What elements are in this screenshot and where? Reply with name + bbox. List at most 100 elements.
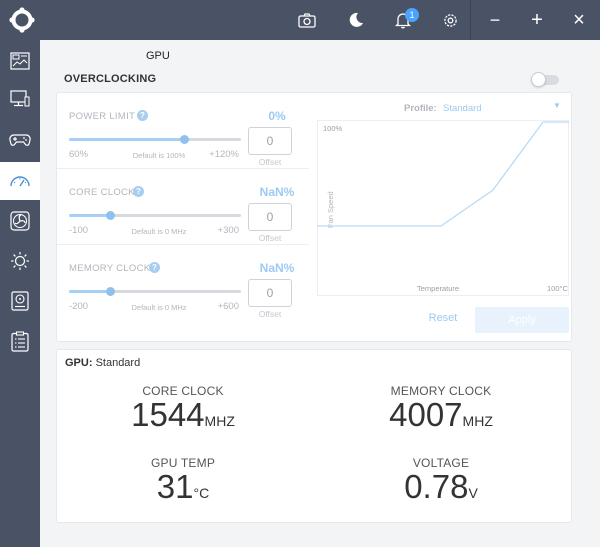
core-clock-control: CORE CLOCK ? NaN% -100 Default is 0 MHz … (57, 169, 309, 245)
slider-min: -200 (69, 301, 89, 312)
core-clock-value: NaN% (259, 185, 295, 199)
core-clock-label: CORE CLOCK (69, 187, 135, 198)
slider-fill (69, 138, 184, 141)
moon-icon (349, 12, 363, 27)
overclocking-toggle[interactable] (531, 72, 559, 87)
gpu-temp-stat: GPU TEMP 31°C (83, 456, 283, 504)
close-button[interactable]: × (573, 8, 585, 31)
camera-button[interactable] (287, 0, 327, 40)
stat-label: GPU TEMP (150, 456, 216, 470)
camera-icon (298, 12, 316, 28)
sidebar-item-report[interactable] (0, 322, 40, 360)
stat-value: 1544 (131, 396, 205, 433)
stat-unit: MHZ (462, 413, 493, 429)
stat-label: CORE CLOCK (142, 384, 224, 398)
stat-reading: 1544MHZ (83, 398, 283, 432)
night-mode-button[interactable] (336, 0, 376, 40)
slider-default: Default is 0 MHz (131, 303, 187, 312)
storage-icon (11, 291, 29, 311)
help-icon[interactable]: ? (149, 262, 160, 273)
speedometer-icon (10, 176, 30, 187)
memory-clock-stat: MEMORY CLOCK 4007MHZ (341, 384, 541, 432)
help-icon[interactable]: ? (133, 186, 144, 197)
gear-icon (443, 13, 457, 27)
help-icon[interactable]: ? (137, 110, 148, 121)
gamepad-icon (9, 134, 31, 146)
x-end-label: 100°C (547, 284, 569, 293)
apply-button[interactable]: Apply (475, 307, 569, 333)
offset-caption: Offset (258, 233, 282, 243)
slider-thumb[interactable] (106, 211, 115, 220)
toggle-knob (531, 72, 546, 87)
sidebar (0, 40, 40, 547)
stat-label: VOLTAGE (412, 456, 470, 470)
chevron-down-icon[interactable]: ▼ (553, 101, 561, 110)
memory-clock-slider[interactable] (69, 287, 241, 296)
graph-frame (317, 120, 569, 296)
stats-heading: GPU: Standard (65, 357, 140, 369)
stat-reading: 4007MHZ (341, 398, 541, 432)
profile-label: Profile: (404, 103, 437, 114)
slider-max: +600 (217, 301, 239, 312)
main-content: GPU OVERCLOCKING POWER LIMIT ? 0% 60% De… (40, 40, 600, 547)
titlebar-separator (470, 0, 471, 40)
stat-value: 0.78 (404, 468, 469, 505)
stat-reading: 0.78V (341, 470, 541, 504)
slider-min: -100 (69, 225, 89, 236)
stat-value: 4007 (389, 396, 463, 433)
sidebar-item-storage[interactable] (0, 282, 40, 320)
reset-button[interactable]: Reset (428, 312, 458, 324)
stats-heading-label: GPU: (65, 357, 93, 369)
slider-default: Default is 100% (132, 151, 186, 160)
power-limit-value: 0% (268, 109, 286, 123)
x-axis-label: Temperature (417, 284, 459, 293)
fan-curve-line (317, 121, 569, 227)
clipboard-icon (11, 330, 29, 352)
slider-fill (69, 290, 110, 293)
sidebar-item-monitor[interactable] (0, 80, 40, 118)
power-limit-input[interactable]: 0 (248, 127, 292, 155)
fan-curve-graph[interactable]: 100% Fan Speed Temperature 100°C (317, 120, 569, 296)
notification-badge: 1 (405, 8, 419, 22)
slider-thumb[interactable] (106, 287, 115, 296)
core-clock-slider[interactable] (69, 211, 241, 220)
memory-clock-control: MEMORY CLOCK ? NaN% -200 Default is 0 MH… (57, 245, 309, 321)
notifications-button[interactable] (383, 0, 423, 40)
offset-caption: Offset (258, 309, 282, 319)
settings-button[interactable] (430, 0, 470, 40)
stat-value: 31 (156, 468, 194, 505)
stats-heading-value: Standard (95, 357, 141, 369)
stat-unit: MHZ (204, 413, 235, 429)
dashboard-icon (10, 52, 30, 70)
stat-label: MEMORY CLOCK (390, 384, 492, 398)
sidebar-item-overclocking[interactable] (0, 162, 40, 200)
brightness-icon (11, 252, 29, 270)
stat-unit: V (468, 485, 478, 501)
slider-min: 60% (69, 149, 89, 160)
sidebar-item-dashboard[interactable] (0, 42, 40, 80)
memory-clock-value: NaN% (259, 261, 295, 275)
overclocking-panel: POWER LIMIT ? 0% 60% Default is 100% +12… (56, 92, 572, 342)
slider-thumb[interactable] (180, 135, 189, 144)
memory-clock-label: MEMORY CLOCK (69, 263, 151, 274)
app-logo-icon (9, 7, 35, 33)
profile-select[interactable]: Standard (443, 103, 482, 114)
power-limit-slider[interactable] (69, 135, 241, 144)
y-axis-label: Fan Speed (326, 191, 335, 228)
title-bar: 1 − + × (0, 0, 600, 40)
maximize-button[interactable]: + (531, 8, 543, 31)
y-top-label: 100% (323, 124, 343, 133)
core-clock-input[interactable]: 0 (248, 203, 292, 231)
core-clock-stat: CORE CLOCK 1544MHZ (83, 384, 283, 432)
slider-max: +300 (217, 225, 239, 236)
offset-caption: Offset (258, 157, 282, 167)
fan-icon (10, 211, 30, 231)
slider-default: Default is 0 MHz (131, 227, 187, 236)
memory-clock-input[interactable]: 0 (248, 279, 292, 307)
voltage-stat: VOLTAGE 0.78V (341, 456, 541, 504)
minimize-button[interactable]: − (489, 9, 501, 30)
sidebar-item-fan[interactable] (0, 202, 40, 240)
gpu-stats-panel: GPU: Standard CORE CLOCK 1544MHZ MEMORY … (56, 349, 572, 523)
sidebar-item-lighting[interactable] (0, 242, 40, 280)
sidebar-item-gaming[interactable] (0, 120, 40, 158)
